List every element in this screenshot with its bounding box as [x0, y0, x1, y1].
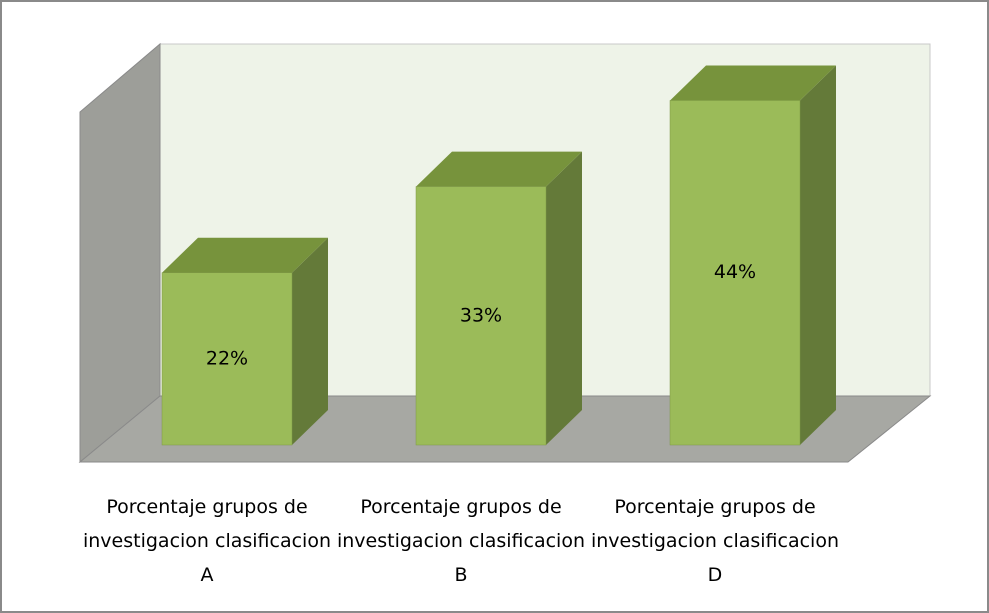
- bar: [669, 100, 801, 446]
- value-label: 44%: [714, 261, 756, 283]
- bar: [415, 186, 547, 446]
- bar-side: [546, 151, 582, 446]
- side-wall: [79, 42, 161, 464]
- value-label: 22%: [206, 347, 248, 369]
- x-tick-label: Porcentaje grupos de investigacion clasi…: [82, 496, 331, 586]
- bar-side: [292, 237, 328, 445]
- value-label: 33%: [460, 304, 502, 326]
- bar: [161, 272, 293, 446]
- bar-top: [416, 151, 582, 187]
- bar-top: [162, 237, 328, 273]
- bar-top: [670, 65, 836, 101]
- x-tick-label: Porcentaje grupos de investigacion clasi…: [590, 496, 839, 586]
- x-tick-label: Porcentaje grupos de investigacion clasi…: [336, 496, 585, 586]
- bars: 22% 33% 44%: [161, 65, 836, 446]
- bar-side: [800, 65, 836, 445]
